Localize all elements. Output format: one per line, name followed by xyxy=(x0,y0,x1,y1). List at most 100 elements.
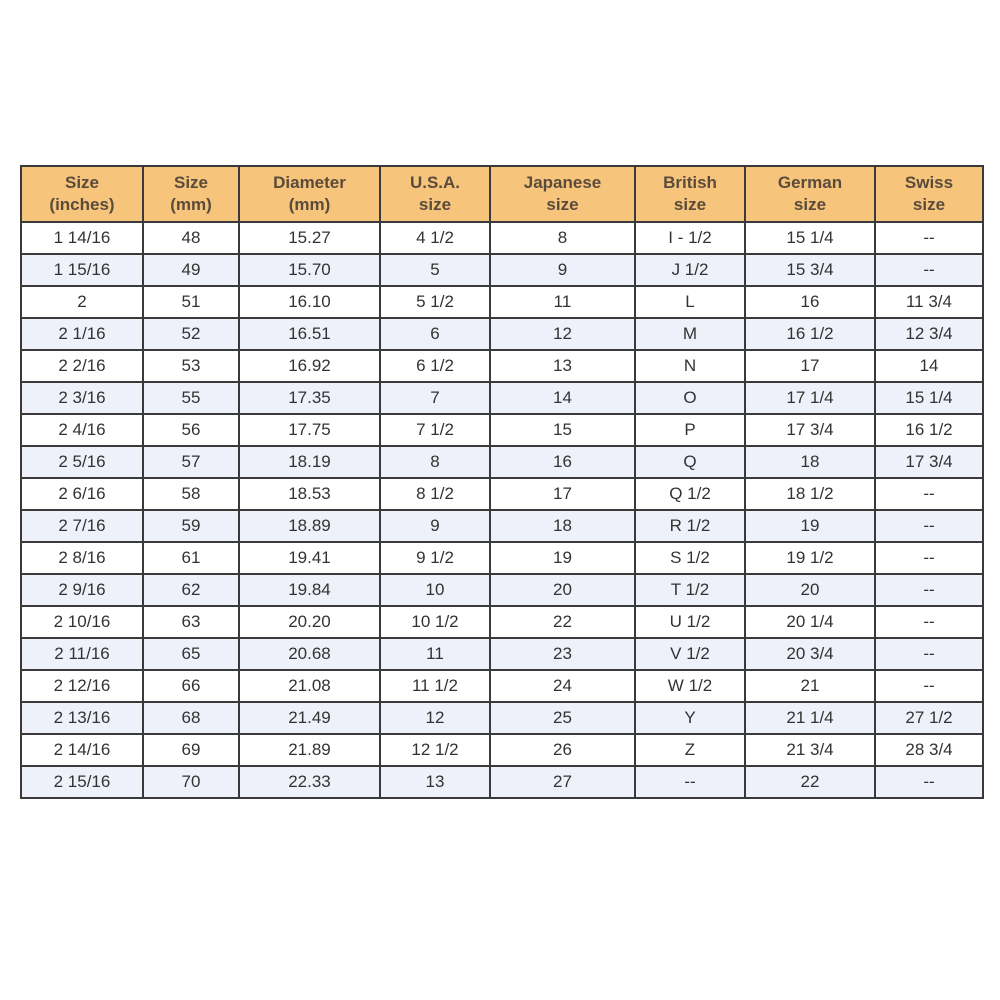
table-row: 2 2/16 53 16.92 6 1/2 13 N 17 14 xyxy=(20,349,984,383)
table-cell: 18.19 xyxy=(238,445,381,479)
table-cell: 5 1/2 xyxy=(379,285,491,319)
table-row: 1 14/16 48 15.27 4 1/2 8 I - 1/2 15 1/4 -- xyxy=(20,221,984,255)
table-cell: -- xyxy=(634,765,746,799)
table-row: 2 12/16 66 21.08 11 1/2 24 W 1/2 21 -- xyxy=(20,669,984,703)
table-cell: 16 1/2 xyxy=(874,413,984,447)
table-cell: 12 1/2 xyxy=(379,733,491,767)
table-cell: 53 xyxy=(142,349,240,383)
table-cell: 27 xyxy=(489,765,636,799)
table-cell: 10 1/2 xyxy=(379,605,491,639)
table-cell: 6 xyxy=(379,317,491,351)
table-cell: 12 3/4 xyxy=(874,317,984,351)
table-cell: 11 1/2 xyxy=(379,669,491,703)
table-cell: 2 11/16 xyxy=(20,637,144,671)
table-cell: 21.89 xyxy=(238,733,381,767)
ring-size-table: Size (inches) Size (mm) Diameter (mm) U.S.A. si… xyxy=(20,165,984,799)
table-cell: 16.51 xyxy=(238,317,381,351)
table-cell: 16.92 xyxy=(238,349,381,383)
table-cell: 25 xyxy=(489,701,636,735)
table-cell: 55 xyxy=(142,381,240,415)
table-cell: -- xyxy=(874,573,984,607)
table-cell: 2 8/16 xyxy=(20,541,144,575)
table-cell: 68 xyxy=(142,701,240,735)
table-cell: U 1/2 xyxy=(634,605,746,639)
column-header-line: size xyxy=(418,195,452,214)
table-cell: 12 xyxy=(489,317,636,351)
column-header: Swiss size xyxy=(874,165,984,223)
table-cell: 20 xyxy=(744,573,876,607)
table-cell: -- xyxy=(874,477,984,511)
table-cell: 7 xyxy=(379,381,491,415)
table-row: 2 13/16 68 21.49 12 25 Y 21 1/4 27 1/2 xyxy=(20,701,984,735)
table-cell: 2 9/16 xyxy=(20,573,144,607)
table-cell: 18 1/2 xyxy=(744,477,876,511)
table-cell: 51 xyxy=(142,285,240,319)
table-cell: -- xyxy=(874,509,984,543)
table-cell: 20 1/4 xyxy=(744,605,876,639)
table-cell: 19 1/2 xyxy=(744,541,876,575)
table-cell: 15 1/4 xyxy=(874,381,984,415)
table-cell: -- xyxy=(874,221,984,255)
table-cell: 2 7/16 xyxy=(20,509,144,543)
table-cell: 22 xyxy=(489,605,636,639)
table-cell: 11 xyxy=(489,285,636,319)
table-cell: W 1/2 xyxy=(634,669,746,703)
table-cell: 9 1/2 xyxy=(379,541,491,575)
table-cell: 10 xyxy=(379,573,491,607)
table-cell: I - 1/2 xyxy=(634,221,746,255)
table-cell: 17 1/4 xyxy=(744,381,876,415)
table-cell: S 1/2 xyxy=(634,541,746,575)
table-cell: 28 3/4 xyxy=(874,733,984,767)
column-header: German size xyxy=(744,165,876,223)
table-cell: 2 13/16 xyxy=(20,701,144,735)
column-header-line: (mm) xyxy=(170,195,212,214)
table-cell: Y xyxy=(634,701,746,735)
table-cell: 2 xyxy=(20,285,144,319)
table-cell: 13 xyxy=(379,765,491,799)
table-cell: 4 1/2 xyxy=(379,221,491,255)
table-cell: 7 1/2 xyxy=(379,413,491,447)
table-cell: 9 xyxy=(489,253,636,287)
table-cell: 23 xyxy=(489,637,636,671)
table-cell: 19 xyxy=(489,541,636,575)
table-cell: 6 1/2 xyxy=(379,349,491,383)
table-cell: 27 1/2 xyxy=(874,701,984,735)
table-cell: 21 xyxy=(744,669,876,703)
column-header: Diameter (mm) xyxy=(238,165,381,223)
column-header-line: size xyxy=(793,195,827,214)
table-row: 2 1/16 52 16.51 6 12 M 16 1/2 12 3/4 xyxy=(20,317,984,351)
column-header-line: Swiss xyxy=(904,173,954,192)
table-cell: 61 xyxy=(142,541,240,575)
table-row: 2 5/16 57 18.19 8 16 Q 18 17 3/4 xyxy=(20,445,984,479)
table-cell: 9 xyxy=(379,509,491,543)
column-header-line: Size xyxy=(64,173,100,192)
table-cell: 18 xyxy=(489,509,636,543)
table-cell: 70 xyxy=(142,765,240,799)
column-header-line: (mm) xyxy=(288,195,331,214)
table-row: 2 14/16 69 21.89 12 1/2 26 Z 21 3/4 28 3/4 xyxy=(20,733,984,767)
table-cell: M xyxy=(634,317,746,351)
table-row: 1 15/16 49 15.70 5 9 J 1/2 15 3/4 -- xyxy=(20,253,984,287)
table-cell: 56 xyxy=(142,413,240,447)
table-cell: 17 xyxy=(744,349,876,383)
table-cell: -- xyxy=(874,541,984,575)
table-row: 2 15/16 70 22.33 13 27 -- 22 -- xyxy=(20,765,984,799)
table-row: 2 4/16 56 17.75 7 1/2 15 P 17 3/4 16 1/2 xyxy=(20,413,984,447)
table-cell: 15.70 xyxy=(238,253,381,287)
table-cell: 11 3/4 xyxy=(874,285,984,319)
table-cell: 48 xyxy=(142,221,240,255)
column-header-line: Diameter xyxy=(273,173,346,192)
column-header: U.S.A. size xyxy=(379,165,491,223)
table-cell: 1 15/16 xyxy=(20,253,144,287)
table-cell: Q xyxy=(634,445,746,479)
table-cell: -- xyxy=(874,605,984,639)
column-header-line: Japanese xyxy=(523,173,602,192)
table-row: 2 9/16 62 19.84 10 20 T 1/2 20 -- xyxy=(20,573,984,607)
table-cell: -- xyxy=(874,765,984,799)
table-cell: 2 3/16 xyxy=(20,381,144,415)
table-cell: 63 xyxy=(142,605,240,639)
column-header: British size xyxy=(634,165,746,223)
table-cell: R 1/2 xyxy=(634,509,746,543)
table-cell: 65 xyxy=(142,637,240,671)
table-cell: T 1/2 xyxy=(634,573,746,607)
